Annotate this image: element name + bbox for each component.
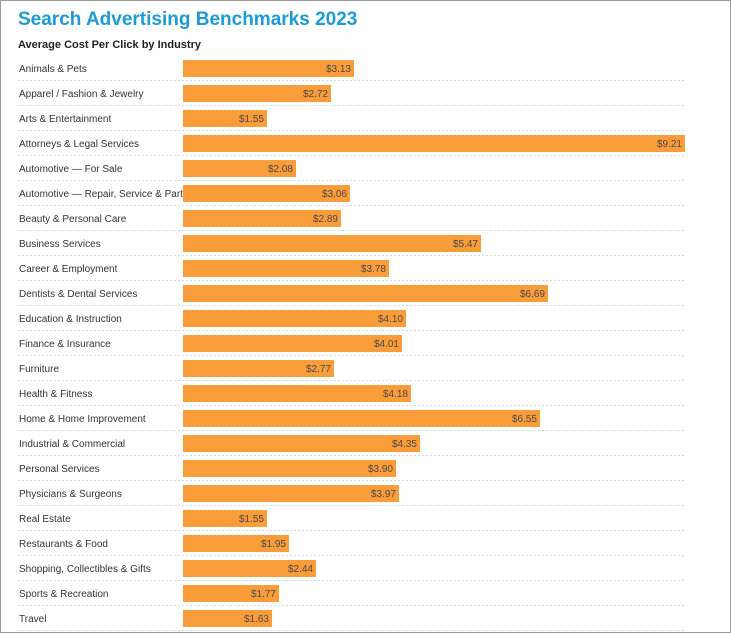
category-label: Finance & Insurance — [19, 339, 111, 350]
value-label: $6.69 — [520, 289, 545, 300]
bar — [183, 260, 389, 277]
bar-row: Automotive — For Sale $2.08 — [18, 160, 686, 181]
bar — [183, 310, 406, 327]
bar — [183, 285, 548, 302]
value-label: $5.47 — [453, 239, 478, 250]
value-label: $3.90 — [368, 464, 393, 475]
category-label: Sports & Recreation — [19, 589, 109, 600]
value-label: $3.13 — [326, 64, 351, 75]
bar — [183, 160, 296, 177]
category-label: Animals & Pets — [19, 64, 87, 75]
value-label: $2.44 — [288, 564, 313, 575]
bar-row: Sports & Recreation $1.77 — [18, 585, 686, 606]
category-label: Beauty & Personal Care — [19, 214, 127, 225]
value-label: $4.18 — [383, 389, 408, 400]
bar — [183, 360, 334, 377]
bar — [183, 460, 396, 477]
category-label: Real Estate — [19, 514, 71, 525]
category-label: Home & Home Improvement — [19, 414, 146, 425]
bar — [183, 535, 289, 552]
bar-row: Apparel / Fashion & Jewelry $2.72 — [18, 85, 686, 106]
value-label: $2.08 — [268, 164, 293, 175]
bar-row: Dentists & Dental Services $6.69 — [18, 285, 686, 306]
bar-row: Career & Employment $3.78 — [18, 260, 686, 281]
category-label: Dentists & Dental Services — [19, 289, 137, 300]
category-label: Business Services — [19, 239, 101, 250]
category-label: Health & Fitness — [19, 389, 92, 400]
bar — [183, 135, 685, 152]
category-label: Shopping, Collectibles & Gifts — [19, 564, 151, 575]
value-label: $1.77 — [251, 589, 276, 600]
bar — [183, 335, 402, 352]
chart-subtitle: Average Cost Per Click by Industry — [18, 39, 201, 51]
bar-row: Health & Fitness $4.18 — [18, 385, 686, 406]
value-label: $1.95 — [261, 539, 286, 550]
bar — [183, 210, 341, 227]
category-label: Personal Services — [19, 464, 100, 475]
value-label: $2.72 — [303, 89, 328, 100]
category-label: Travel — [19, 614, 46, 625]
bar-row: Arts & Entertainment $1.55 — [18, 110, 686, 131]
bar-row: Finance & Insurance $4.01 — [18, 335, 686, 356]
bar-row: Automotive — Repair, Service & Parts $3.0… — [18, 185, 686, 206]
category-label: Apparel / Fashion & Jewelry — [19, 89, 144, 100]
value-label: $2.89 — [313, 214, 338, 225]
bar-row: Education & Instruction $4.10 — [18, 310, 686, 331]
bar-row: Travel $1.63 — [18, 610, 686, 631]
value-label: $1.55 — [239, 514, 264, 525]
category-label: Industrial & Commercial — [19, 439, 125, 450]
bar — [183, 185, 350, 202]
value-label: $1.55 — [239, 114, 264, 125]
bar-row: Real Estate $1.55 — [18, 510, 686, 531]
bar-row: Furniture $2.77 — [18, 360, 686, 381]
bar — [183, 435, 420, 452]
bar — [183, 410, 540, 427]
category-label: Career & Employment — [19, 264, 118, 275]
value-label: $4.01 — [374, 339, 399, 350]
bar-row: Attorneys & Legal Services $9.21 — [18, 135, 686, 156]
bar-row: Shopping, Collectibles & Gifts $2.44 — [18, 560, 686, 581]
category-label: Furniture — [19, 364, 59, 375]
bar — [183, 235, 481, 252]
value-label: $2.77 — [306, 364, 331, 375]
value-label: $4.35 — [392, 439, 417, 450]
bar-row: Home & Home Improvement $6.55 — [18, 410, 686, 431]
value-label: $3.97 — [371, 489, 396, 500]
bar-row: Personal Services $3.90 — [18, 460, 686, 481]
bar-row: Animals & Pets $3.13 — [18, 60, 686, 81]
value-label: $6.55 — [512, 414, 537, 425]
bar — [183, 60, 354, 77]
category-label: Automotive — For Sale — [19, 164, 123, 175]
bar-row: Business Services $5.47 — [18, 235, 686, 256]
category-label: Restaurants & Food — [19, 539, 108, 550]
bar-row: Industrial & Commercial $4.35 — [18, 435, 686, 456]
bar — [183, 560, 316, 577]
category-label: Physicians & Surgeons — [19, 489, 122, 500]
bar — [183, 385, 411, 402]
bar — [183, 610, 272, 627]
bar-row: Physicians & Surgeons $3.97 — [18, 485, 686, 506]
bar-row: Restaurants & Food $1.95 — [18, 535, 686, 556]
value-label: $3.06 — [322, 189, 347, 200]
chart-title: Search Advertising Benchmarks 2023 — [18, 9, 358, 30]
category-label: Education & Instruction — [19, 314, 122, 325]
bar — [183, 510, 267, 527]
category-label: Automotive — Repair, Service & Parts — [19, 189, 188, 200]
bar — [183, 485, 399, 502]
value-label: $9.21 — [657, 139, 682, 150]
bar — [183, 585, 279, 602]
value-label: $4.10 — [378, 314, 403, 325]
value-label: $3.78 — [361, 264, 386, 275]
bar — [183, 110, 267, 127]
bar — [183, 85, 331, 102]
value-label: $1.63 — [244, 614, 269, 625]
bar-row: Beauty & Personal Care $2.89 — [18, 210, 686, 231]
category-label: Attorneys & Legal Services — [19, 139, 139, 150]
category-label: Arts & Entertainment — [19, 114, 111, 125]
